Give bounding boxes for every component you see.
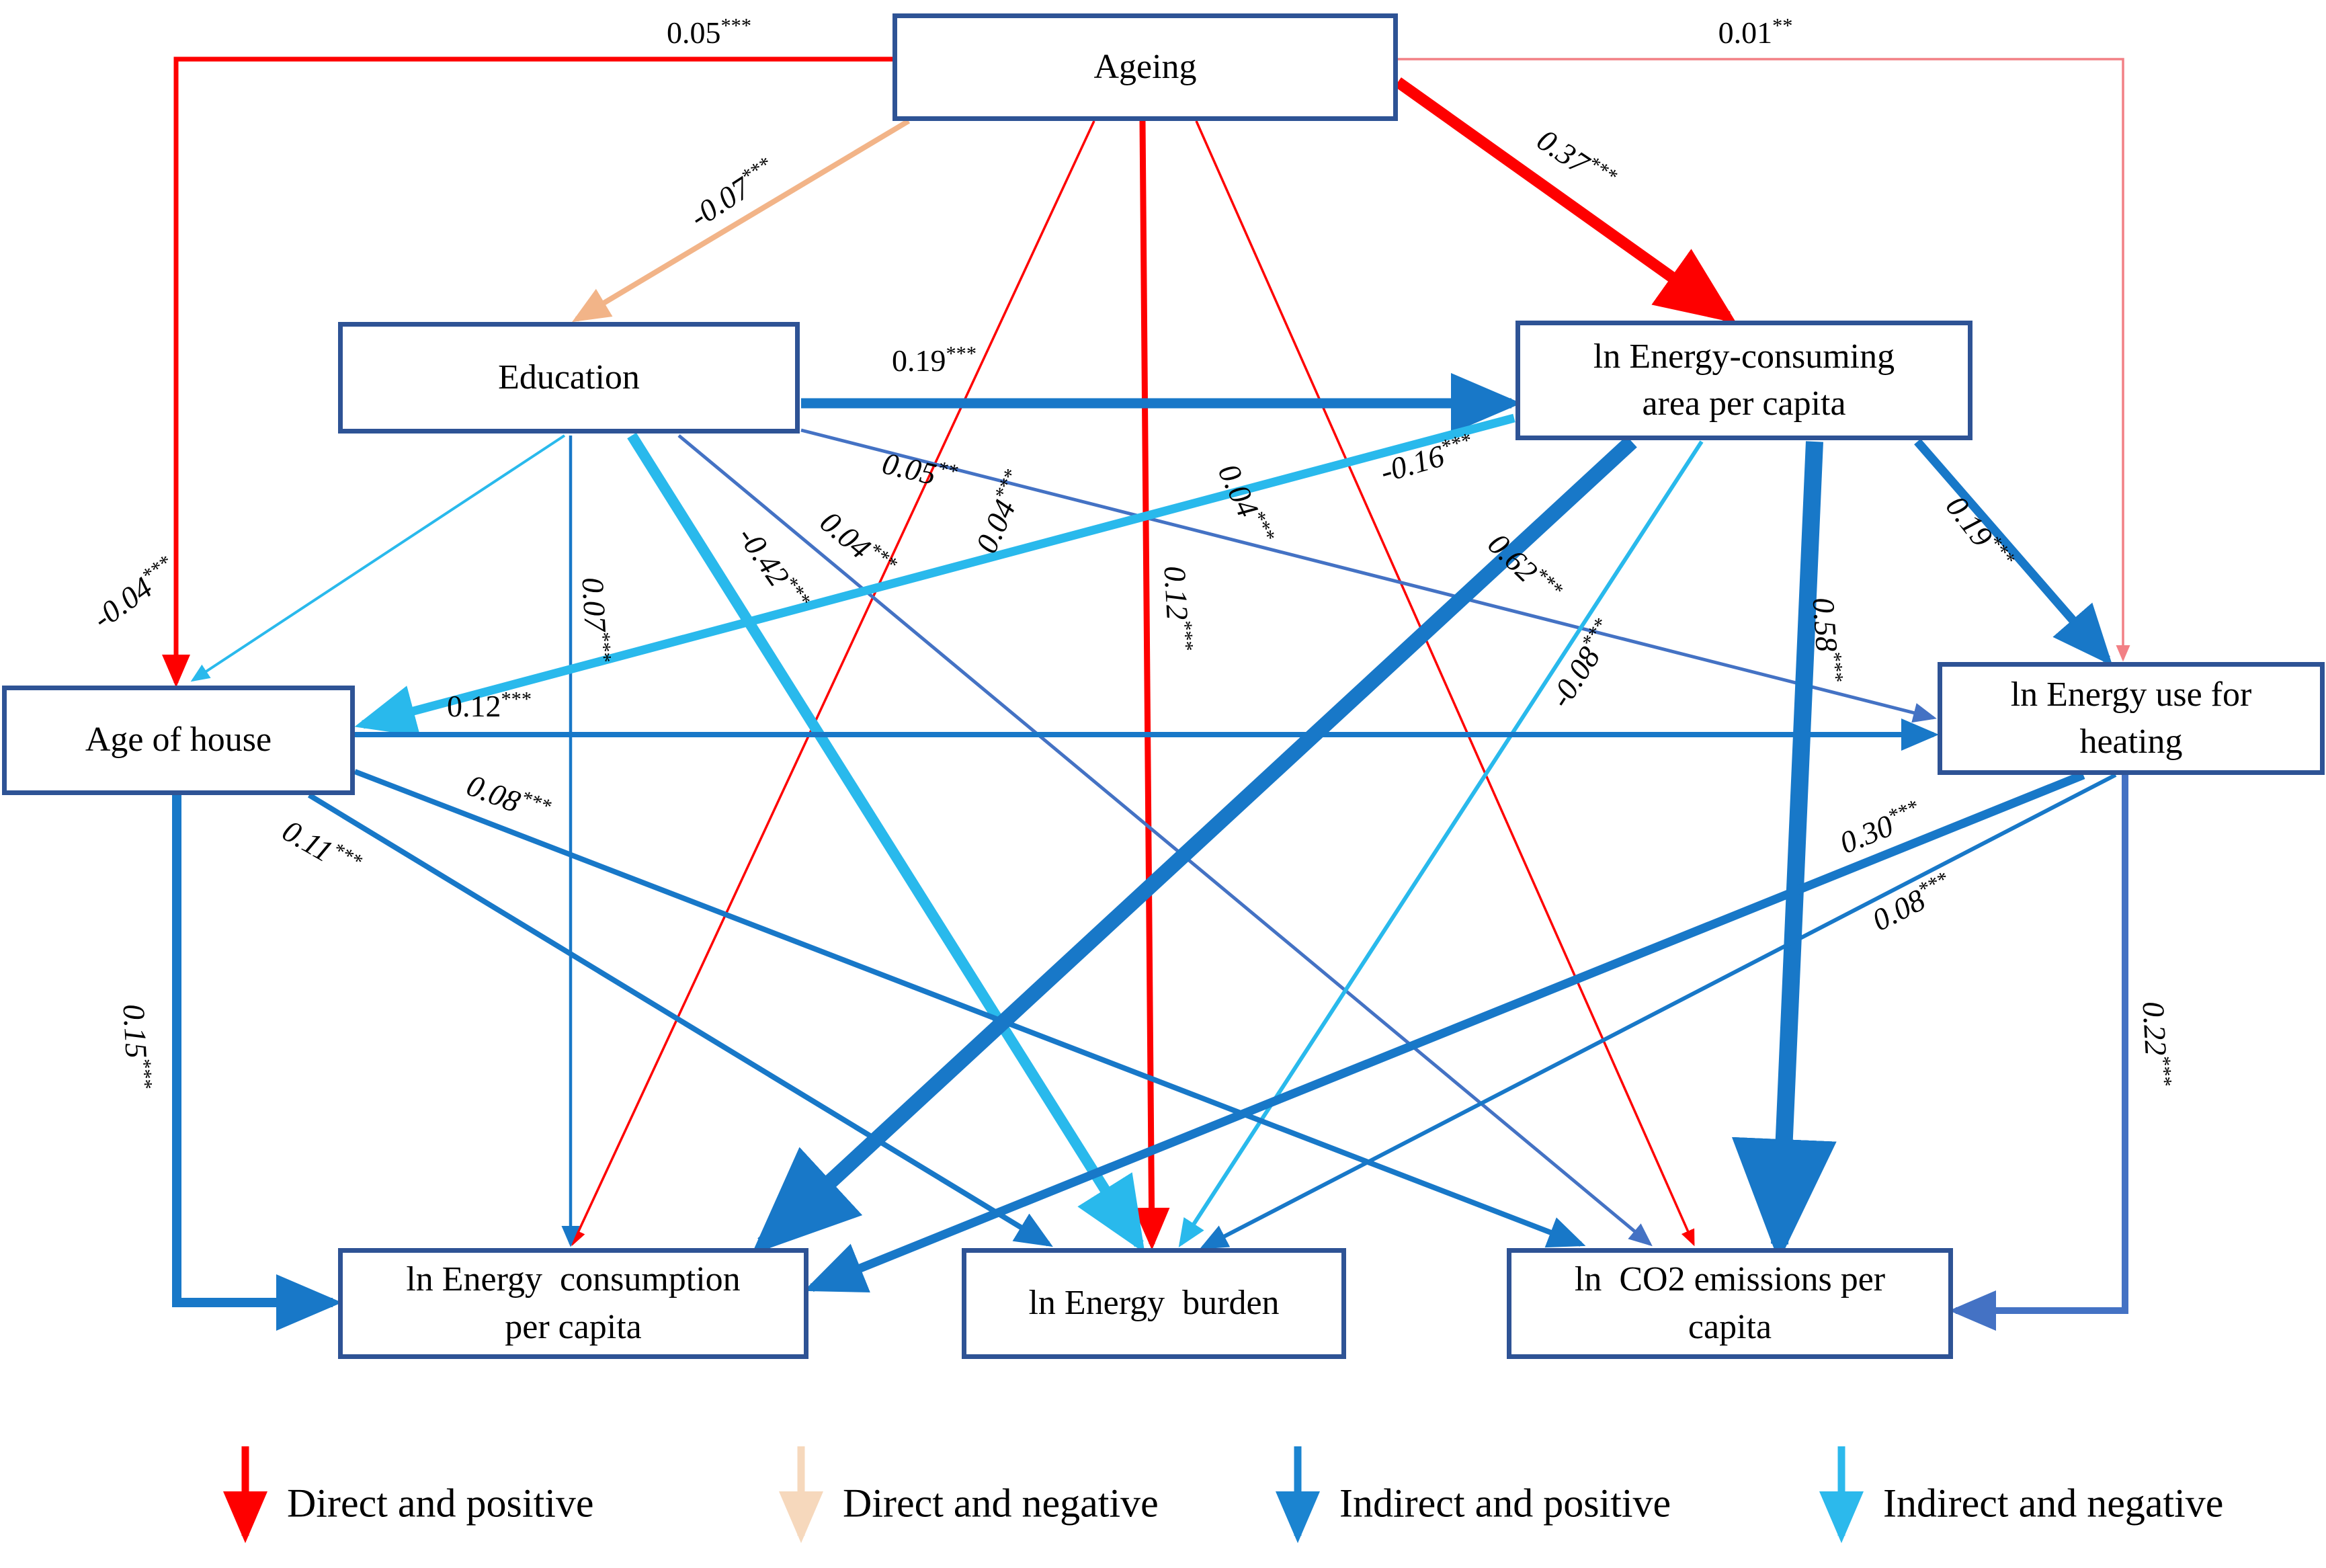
edge-arrow-energy-consuming-area-to-co2-emissions xyxy=(1731,441,1837,1262)
coefficient-value: 0.12 xyxy=(446,689,501,724)
edge-arrow-education-to-energy-burden xyxy=(627,432,1145,1253)
node-energy-consumption: ln Energy consumption per capita xyxy=(338,1248,808,1359)
edge-arrow-energy-consuming-area-to-energy-consumption xyxy=(751,436,1637,1255)
edge-arrow-education-to-energy-use-heating xyxy=(800,428,1937,723)
edge-coefficient-energy-consuming-area-to-co2-emissions: 0.58*** xyxy=(1806,596,1848,684)
node-education: Education xyxy=(338,322,800,434)
edge-arrow-energy-use-heating-to-energy-burden xyxy=(1199,773,2117,1249)
edge-coefficient-age-of-house-to-energy-use-heating: 0.12*** xyxy=(447,688,532,724)
significance-stars: *** xyxy=(720,13,752,37)
coefficient-value: 0.19 xyxy=(891,343,946,378)
edge-arrow-ageing-to-energy-use-heating xyxy=(1398,58,2130,662)
significance-stars: *** xyxy=(132,1057,157,1089)
edge-arrow-age-of-house-to-energy-burden xyxy=(307,792,1053,1247)
node-label-line: Education xyxy=(498,358,640,397)
significance-stars: *** xyxy=(501,687,532,710)
coefficient-value: 0.05 xyxy=(666,15,721,50)
coefficient-value: 0.07 xyxy=(575,576,613,632)
edge-arrow-energy-consuming-area-to-age-of-house xyxy=(354,413,1515,737)
node-energy-burden: ln Energy burden xyxy=(962,1248,1346,1359)
edge-arrow-ageing-to-energy-consuming-area xyxy=(1395,77,1737,323)
significance-stars: *** xyxy=(1173,619,1198,651)
edge-coefficient-energy-use-heating-to-co2-emissions: 0.22*** xyxy=(2136,1001,2177,1087)
significance-stars: *** xyxy=(591,630,616,663)
edge-arrow-education-to-co2-emissions xyxy=(677,434,1653,1247)
coefficient-value: 0.01 xyxy=(1718,15,1773,50)
node-label-line: per capita xyxy=(505,1307,642,1346)
edge-coefficient-ageing-to-energy-use-heating: 0.01** xyxy=(1718,14,1793,50)
edge-arrow-energy-use-heating-to-energy-consumption xyxy=(803,770,2085,1292)
edge-coefficient-ageing-to-age-of-house: 0.05*** xyxy=(667,14,751,50)
significance-stars: *** xyxy=(1823,650,1848,683)
node-label-line: ln Energy use for xyxy=(2010,675,2252,714)
node-label-line: ln Energy burden xyxy=(1028,1284,1280,1323)
edge-arrow-ageing-to-age-of-house xyxy=(162,56,892,688)
legend-direct-positive-label: Direct and positive xyxy=(287,1481,594,1526)
edge-arrow-education-to-age-of-house xyxy=(190,434,566,682)
coefficient-value: 0.15 xyxy=(116,1003,154,1059)
node-label-line: ln Energy-consuming xyxy=(1593,337,1895,376)
legend-indirect-positive-label: Indirect and positive xyxy=(1339,1481,1671,1526)
edge-arrow-energy-use-heating-to-co2-emissions xyxy=(1949,775,2128,1331)
legend-direct-negative-label: Direct and negative xyxy=(843,1481,1159,1526)
significance-stars: *** xyxy=(2152,1055,2177,1087)
edge-coefficient-education-to-energy-consumption: 0.07*** xyxy=(575,577,616,663)
node-co2-emissions: ln CO2 emissions per capita xyxy=(1507,1248,1953,1359)
node-label-line: heating xyxy=(2079,723,2183,761)
edge-arrow-energy-consuming-area-to-energy-burden xyxy=(1178,440,1704,1248)
coefficient-value: 0.58 xyxy=(1806,596,1844,653)
node-ageing: Ageing xyxy=(892,13,1398,121)
node-label-line: area per capita xyxy=(1642,384,1846,423)
node-label-line: Age of house xyxy=(85,720,272,759)
edge-arrow-ageing-to-energy-burden xyxy=(1133,120,1170,1250)
node-age-of-house: Age of house xyxy=(2,686,355,795)
significance-stars: ** xyxy=(1772,13,1793,37)
edge-arrow-ageing-to-co2-emissions xyxy=(1195,120,1695,1247)
edge-arrow-age-of-house-to-co2-emissions xyxy=(354,769,1586,1248)
node-label-line: capita xyxy=(1688,1307,1772,1346)
coefficient-value: 0.22 xyxy=(2136,1000,2173,1057)
edge-coefficient-age-of-house-to-energy-consumption: 0.15*** xyxy=(116,1003,157,1090)
node-label-line: Ageing xyxy=(1093,47,1197,86)
node-energy-consuming-area: ln Energy-consuming area per capita xyxy=(1515,321,1972,440)
coefficient-value: 0.12 xyxy=(1157,565,1195,621)
node-label-line: ln CO2 emissions per xyxy=(1574,1260,1886,1299)
edge-arrow-age-of-house-to-energy-consumption xyxy=(172,795,342,1331)
node-label-line: ln Energy consumption xyxy=(406,1260,741,1299)
node-energy-use-heating: ln Energy use for heating xyxy=(1938,662,2325,775)
legend-indirect-negative-label: Indirect and negative xyxy=(1883,1481,2224,1526)
edge-coefficient-education-to-energy-consuming-area: 0.19*** xyxy=(892,342,977,378)
edge-arrow-energy-consuming-area-to-energy-use-heating xyxy=(1914,438,2113,666)
significance-stars: *** xyxy=(946,341,977,365)
edge-coefficient-ageing-to-energy-burden: 0.12*** xyxy=(1157,565,1198,652)
edge-arrow-ageing-to-energy-consumption xyxy=(571,120,1095,1247)
edge-arrow-ageing-to-education xyxy=(572,118,911,323)
